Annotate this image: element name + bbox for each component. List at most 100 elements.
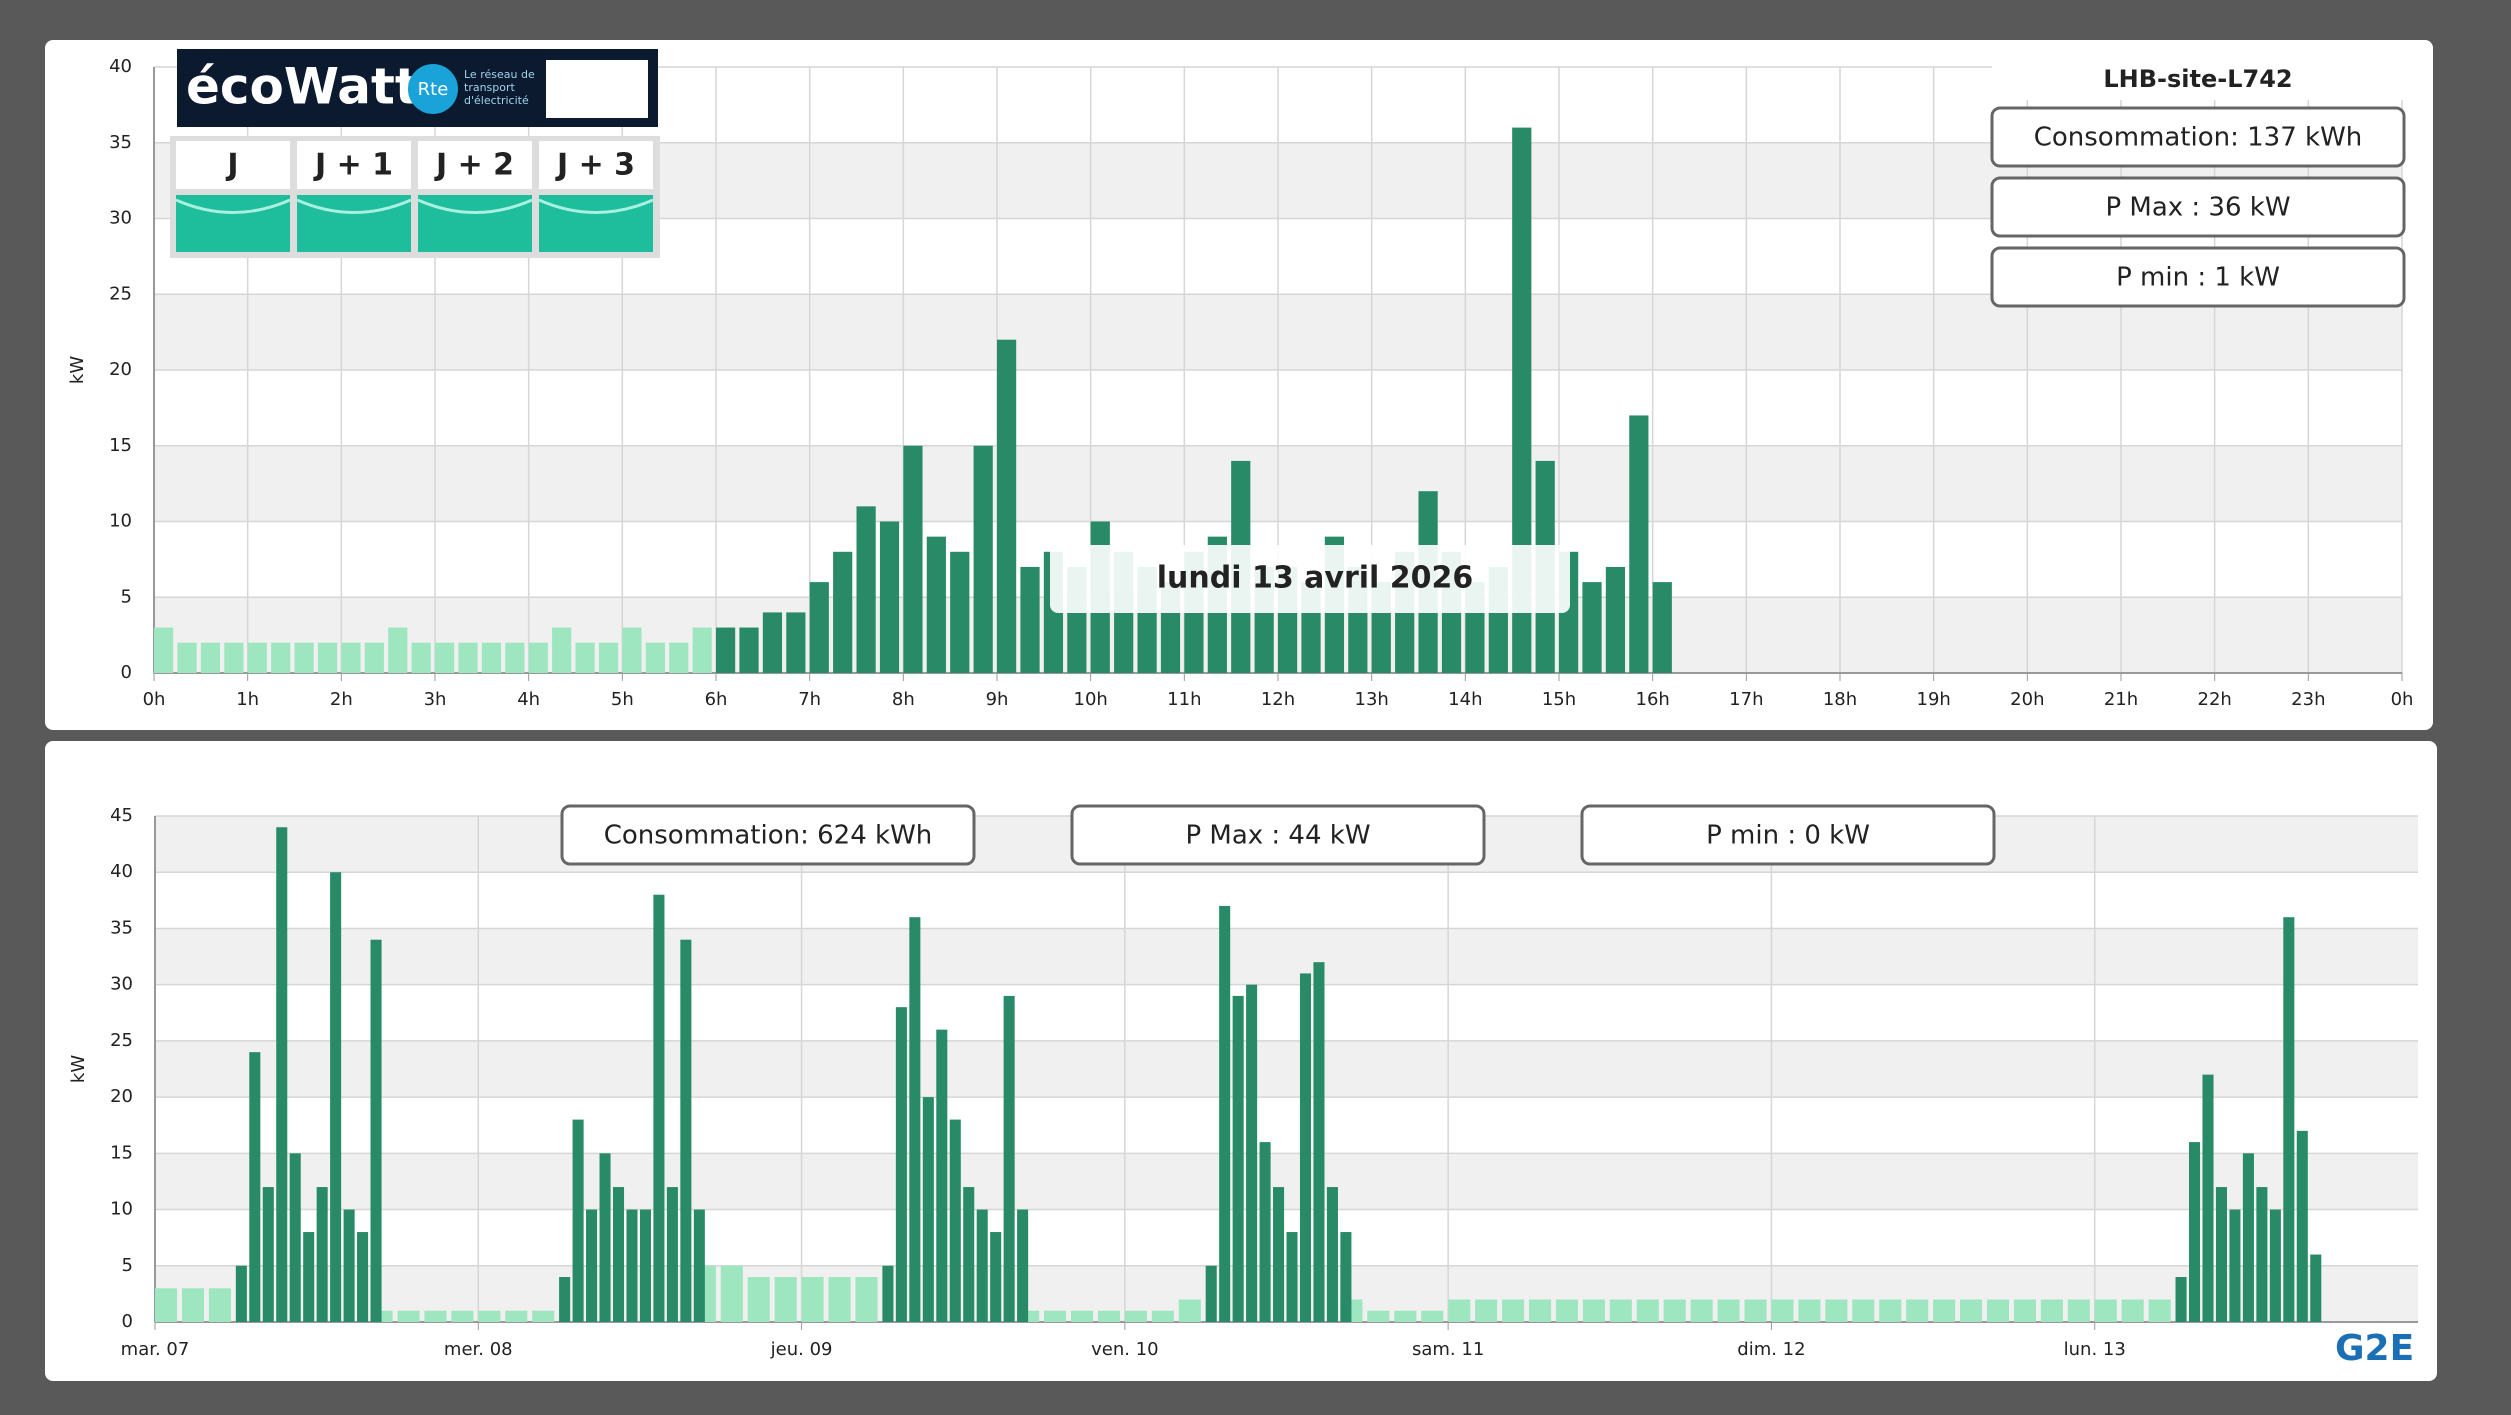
bar: [909, 917, 921, 1322]
stat-box: [1990, 246, 2406, 308]
y-tick-label: 5: [122, 1255, 133, 1276]
bar: [1313, 962, 1325, 1322]
y-tick-label: 25: [110, 1030, 133, 1051]
grid-band: [155, 928, 2418, 985]
bar: [639, 1209, 651, 1322]
bar: [693, 1209, 705, 1322]
gov-logo: [546, 60, 648, 118]
x-tick-label: 2h: [330, 689, 353, 710]
day-wave: [538, 198, 654, 214]
bar: [1609, 1299, 1632, 1322]
bottom-chart: 0 5 10 15 20 25 30 35 40 45 mar. 07 mer. 08 jeu. 09 v…: [68, 804, 2418, 1360]
bar: [903, 445, 923, 673]
bar: [762, 612, 783, 673]
bar: [716, 627, 736, 673]
bar: [1475, 1299, 1498, 1322]
tagline-box: Le réseau de transport d'électricité: [464, 68, 535, 107]
bar: [680, 939, 692, 1322]
bar: [294, 642, 314, 673]
bar: [2175, 1277, 2187, 1322]
brand-logo: G2E: [2335, 1328, 2414, 1369]
bar: [645, 642, 665, 673]
grid-band: [155, 1040, 2418, 1098]
bar: [1652, 582, 1672, 673]
bar: [1017, 1209, 1029, 1322]
bar: [1003, 995, 1015, 1322]
rte-tagline: Le réseau de transport d'électricité: [464, 68, 535, 107]
y-tick-label: 40: [110, 861, 133, 882]
bar: [276, 827, 288, 1322]
bar: [397, 1310, 420, 1322]
day-header: [539, 141, 653, 189]
bar: [1178, 1299, 1201, 1322]
bar: [828, 1277, 851, 1322]
x-tick-label: 6h: [705, 689, 728, 710]
bar: [1020, 566, 1040, 673]
bar: [809, 582, 829, 673]
bar: [177, 642, 197, 673]
bar: [922, 1097, 934, 1322]
x-tick-label: 10h: [1074, 689, 1108, 710]
stat-box: [1990, 176, 2406, 238]
day-header: [297, 141, 411, 189]
bar: [552, 627, 572, 673]
bar: [424, 1310, 447, 1322]
bar: [1555, 1299, 1578, 1322]
bar: [208, 1288, 231, 1322]
x-tick-label: sam. 11: [1412, 1339, 1484, 1360]
bar: [2189, 1142, 2201, 1322]
x-tick-label: 1h: [236, 689, 259, 710]
bar: [532, 1310, 555, 1322]
y-tick-label: 10: [110, 1199, 133, 1220]
bar: [976, 1209, 988, 1322]
y-tick-label: 45: [110, 805, 133, 826]
bar: [2242, 1153, 2254, 1322]
bar: [1879, 1299, 1902, 1322]
bar: [435, 642, 455, 673]
bar: [879, 521, 900, 673]
y-tick-label: 30: [110, 974, 133, 995]
bar: [341, 642, 361, 673]
x-tick-label: 3h: [424, 689, 447, 710]
y-tick-label: 0: [122, 1311, 133, 1332]
bar: [505, 642, 525, 673]
bar: [801, 1277, 824, 1322]
bar: [963, 1187, 975, 1322]
bar: [1690, 1299, 1713, 1322]
day-header: [418, 141, 532, 189]
bar: [1717, 1299, 1740, 1322]
bar: [666, 1187, 678, 1322]
bar: [936, 1029, 948, 1322]
bar: [739, 627, 759, 673]
bar: [990, 1232, 1002, 1322]
bar: [303, 1232, 315, 1322]
bar: [262, 1187, 274, 1322]
bar: [855, 1277, 878, 1322]
bar: [235, 1265, 247, 1322]
day-signal: [176, 195, 290, 252]
bar: [364, 642, 384, 673]
bar: [1933, 1299, 1956, 1322]
y-tick-label: 15: [110, 1142, 133, 1163]
day-label: J + 3: [555, 148, 635, 183]
bar: [451, 1310, 474, 1322]
y-axis-label: kW: [67, 356, 88, 384]
bar: [370, 939, 382, 1322]
stat-text: Consommation: 624 kWh: [604, 821, 933, 851]
top-chart: 0 5 10 15 20 25 30 35 40 0h 1h 2h 3h 4h 5h 6h 7h 8h 9h 10h 1…: [67, 56, 2413, 710]
bar: [1502, 1299, 1525, 1322]
x-tick-label: dim. 12: [1737, 1339, 1805, 1360]
ecowatt-logo: écoWatt: [186, 58, 419, 116]
y-tick-label: 0: [121, 662, 132, 683]
x-tick-label: ven. 10: [1091, 1339, 1158, 1360]
date-label: lundi 13 avril 2026: [1157, 561, 1474, 596]
day-label: J + 2: [434, 148, 514, 183]
day-signal: [539, 195, 653, 252]
bar: [599, 1153, 611, 1322]
x-tick-label: 7h: [798, 689, 821, 710]
bar: [572, 1119, 584, 1322]
x-tick-label: 5h: [611, 689, 634, 710]
bar: [949, 1119, 961, 1322]
day-label: J + 1: [313, 148, 393, 183]
bar: [1798, 1299, 1821, 1322]
